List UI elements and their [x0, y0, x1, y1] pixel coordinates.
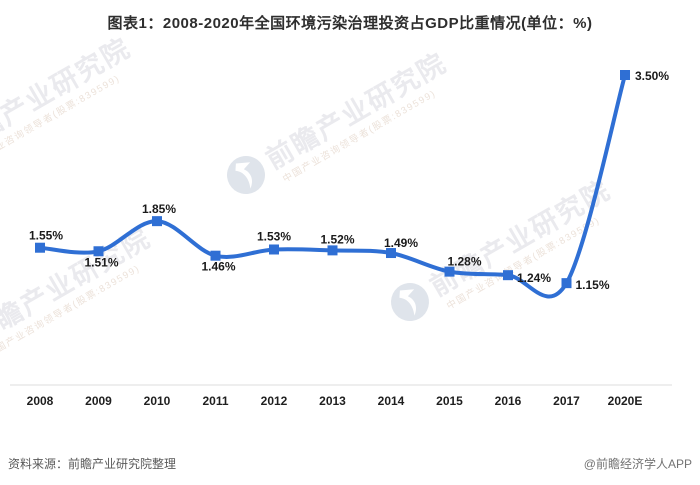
x-axis-label: 2016 — [495, 394, 522, 408]
data-point-label: 1.85% — [142, 202, 176, 216]
data-point-label: 1.24% — [517, 271, 551, 285]
data-point-label: 3.50% — [635, 69, 669, 83]
data-point-marker — [152, 216, 162, 227]
data-point-marker — [35, 242, 45, 253]
chart-title: 图表1：2008-2020年全国环境污染治理投资占GDP比重情况(单位：%) — [107, 15, 593, 32]
data-point-marker — [93, 246, 104, 257]
data-point-label: 1.28% — [447, 255, 481, 269]
data-point-marker — [444, 266, 455, 277]
x-axis-label: 2020E — [608, 394, 643, 408]
data-point-label: 1.15% — [575, 278, 609, 292]
data-point-label: 1.53% — [257, 229, 291, 243]
x-axis-label: 2011 — [202, 394, 228, 408]
credit-note: @前瞻经济学人APP — [583, 457, 692, 471]
data-point-marker — [210, 250, 221, 261]
watermark-brand-text: 前瞻产业研究院 — [261, 47, 452, 175]
x-axis-label: 2009 — [85, 394, 112, 408]
data-point-marker — [269, 244, 279, 255]
x-axis-label: 2008 — [27, 394, 54, 408]
data-point-marker — [327, 245, 338, 256]
x-axis-label: 2012 — [261, 394, 288, 408]
data-point-marker — [386, 248, 396, 259]
data-point-marker — [503, 270, 513, 281]
x-axis-label: 2010 — [144, 394, 171, 408]
data-source-note: 资料来源：前瞻产业研究院整理 — [8, 457, 177, 471]
data-point-label: 1.51% — [84, 255, 118, 269]
data-point-marker — [620, 70, 630, 80]
data-point-label: 1.49% — [384, 236, 418, 250]
data-point-label: 1.52% — [320, 232, 354, 246]
data-point-label: 1.46% — [201, 260, 235, 274]
watermark-bird-icon — [399, 289, 416, 316]
x-axis-label: 2015 — [436, 394, 463, 408]
x-axis-label: 2013 — [319, 394, 346, 408]
watermark-bird-icon — [235, 162, 252, 189]
data-point-marker — [561, 278, 572, 289]
x-axis-label: 2017 — [553, 394, 580, 408]
data-point-label: 1.55% — [29, 229, 63, 243]
x-axis-label: 2014 — [378, 394, 405, 408]
